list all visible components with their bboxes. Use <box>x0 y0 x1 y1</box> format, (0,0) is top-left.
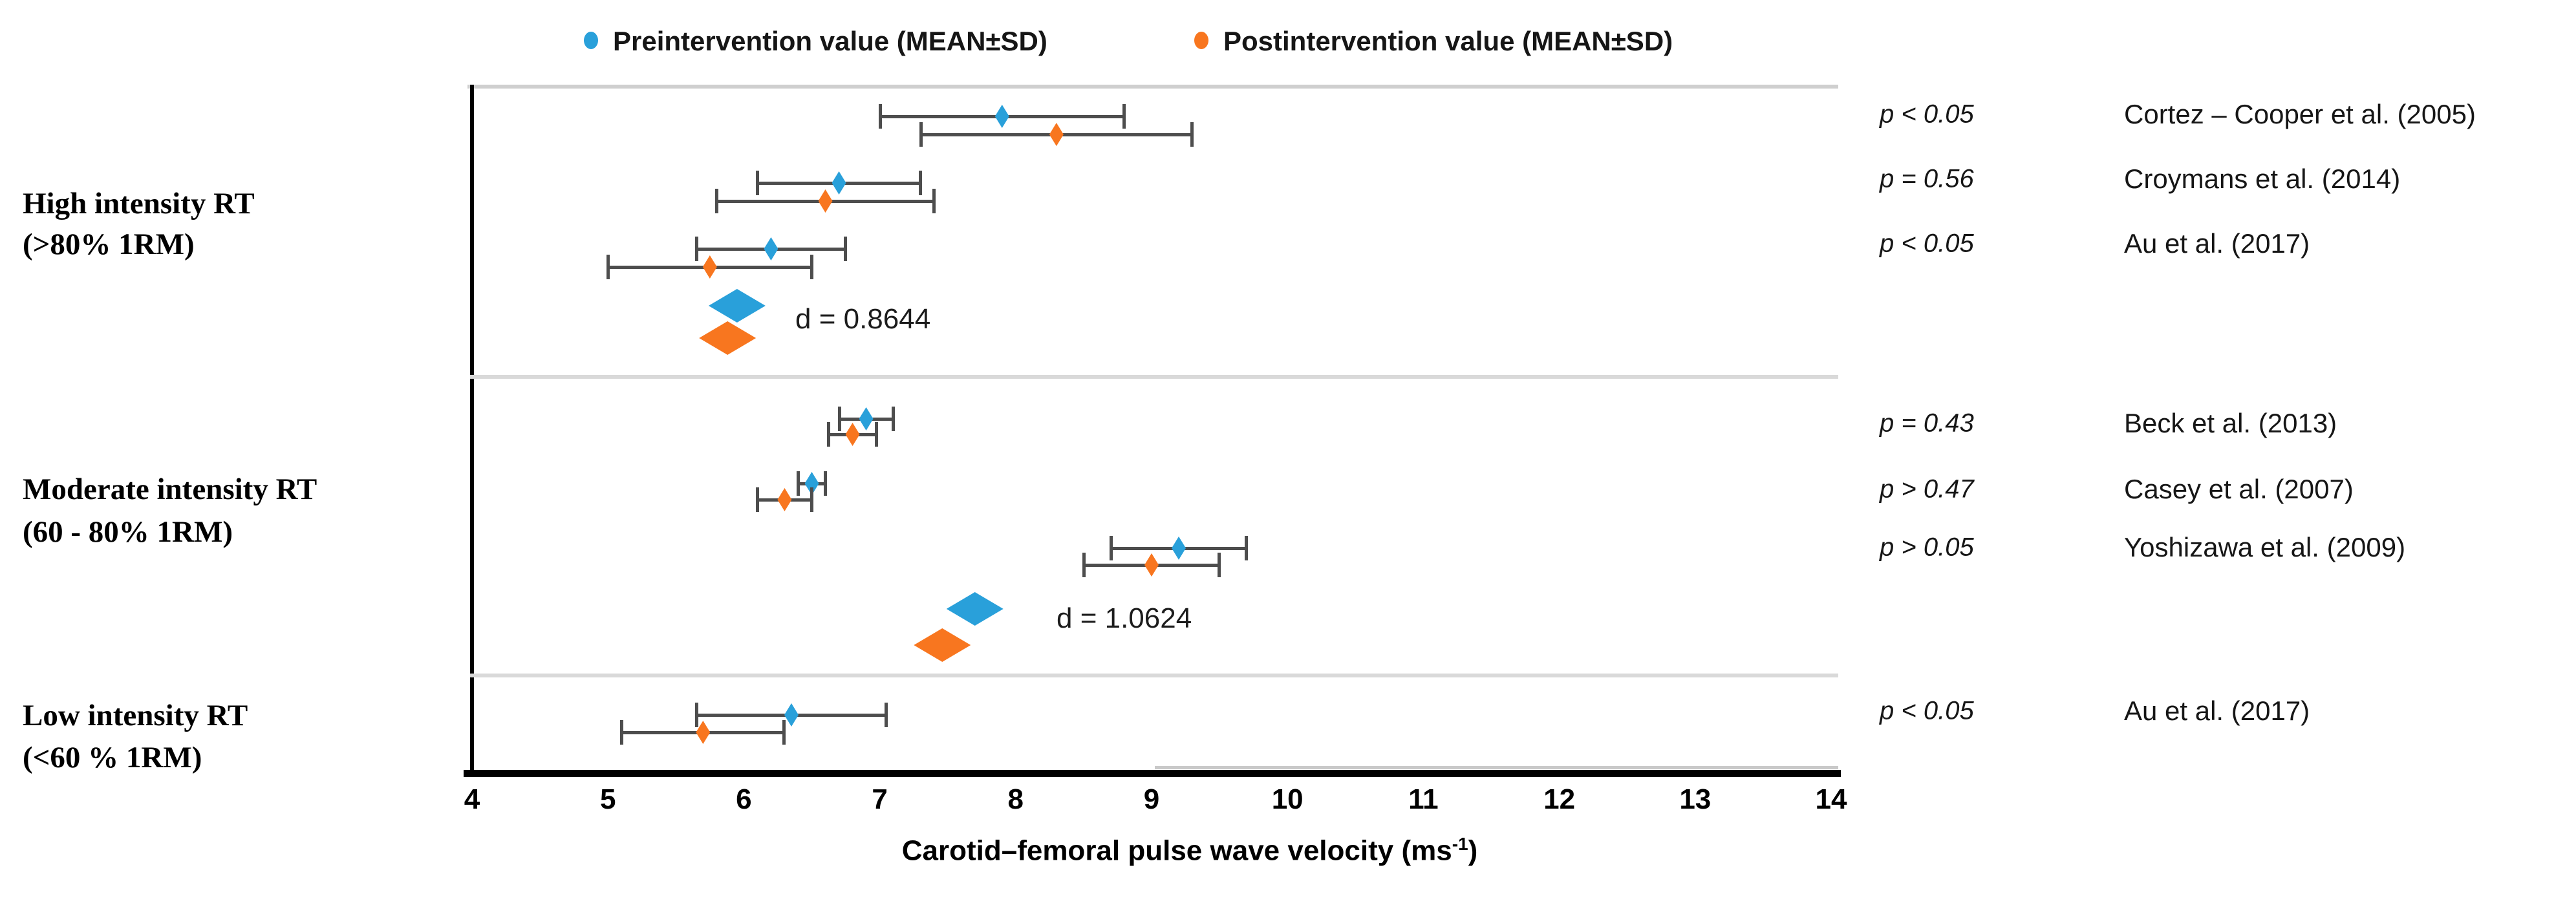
preintervention-legend-dot-icon <box>584 32 598 49</box>
postintervention-marker <box>818 189 833 213</box>
citation: Casey et al. (2007) <box>2124 474 2354 504</box>
preintervention-marker <box>859 407 874 430</box>
p-value: p > 0.47 <box>1880 474 1974 504</box>
citation: Au et al. (2017) <box>2124 696 2310 726</box>
effect-size-label: d = 1.0624 <box>1057 602 1192 634</box>
postintervention-marker <box>777 488 792 511</box>
x-tick-label: 5 <box>599 783 616 815</box>
x-axis-title-text: Carotid–femoral pulse wave velocity (ms <box>901 834 1452 867</box>
errorbar-cap-left <box>694 703 698 727</box>
section-divider-1 <box>470 375 1838 379</box>
errorbar-cap-right <box>891 407 895 431</box>
section-divider-2 <box>470 674 1838 677</box>
group-label-1-line-1: High intensity RT <box>23 187 255 220</box>
errorbar-cap-left <box>606 255 610 279</box>
errorbar-cap-left <box>797 471 800 496</box>
citation: Croymans et al. (2014) <box>2124 164 2401 194</box>
x-tick-label: 6 <box>736 783 752 815</box>
x-tick-label: 4 <box>464 783 480 815</box>
preintervention-marker <box>764 237 778 260</box>
errorbar-cap-left <box>756 171 760 195</box>
preintervention-marker <box>994 105 1009 128</box>
effect-diamond-pre <box>708 289 766 323</box>
p-value: p < 0.05 <box>1880 100 1974 129</box>
p-value: p > 0.05 <box>1880 533 1974 562</box>
group-label-3-line-2: (<60 % 1RM) <box>23 741 202 774</box>
errorbar-cap-left <box>837 407 841 431</box>
group-label-2-line-1: Moderate intensity RT <box>23 473 317 506</box>
errorbar-cap-left <box>1082 553 1086 577</box>
errorbar-cap-left <box>756 487 760 512</box>
postintervention-legend-label: Postintervention value (MEAN±SD) <box>1223 26 1673 56</box>
effect-diamond-post <box>699 321 757 355</box>
errorbar-cap-right <box>1218 553 1221 577</box>
x-tick-label: 8 <box>1007 783 1024 815</box>
postintervention-marker <box>1049 123 1064 146</box>
x-tick-label: 9 <box>1143 783 1160 815</box>
errorbar-cap-right <box>1190 122 1194 147</box>
x-tick-label: 14 <box>1815 783 1847 815</box>
x-tick-label: 13 <box>1679 783 1712 815</box>
citation: Cortez – Cooper et al. (2005) <box>2124 99 2476 129</box>
errorbar-cap-right <box>782 720 786 745</box>
preintervention-marker <box>1172 536 1186 560</box>
group-label-1-line-2: (>80% 1RM) <box>23 228 195 261</box>
effect-diamond-post <box>914 628 971 662</box>
postintervention-marker <box>1144 553 1159 577</box>
errorbar-cap-left <box>694 237 698 261</box>
preintervention-legend-label: Preintervention value (MEAN±SD) <box>613 26 1047 56</box>
errorbar-cap-left <box>1109 536 1113 560</box>
postintervention-marker <box>696 721 711 744</box>
errorbar-cap-right <box>810 255 813 279</box>
plot-top-border <box>467 85 1838 89</box>
errorbar-cap-right <box>875 422 879 447</box>
effect-diamond-pre <box>946 592 1004 626</box>
x-axis-title: Carotid–femoral pulse wave velocity (ms-… <box>472 834 1907 867</box>
preintervention-marker <box>832 171 846 195</box>
x-tick-label: 10 <box>1271 783 1304 815</box>
postintervention-marker <box>702 255 717 279</box>
p-value: p = 0.56 <box>1880 164 1974 193</box>
citation: Beck et al. (2013) <box>2124 408 2337 438</box>
citation: Yoshizawa et al. (2009) <box>2124 532 2406 562</box>
x-tick-label: 11 <box>1408 783 1439 815</box>
errorbar-cap-right <box>1122 104 1126 129</box>
errorbar-cap-right <box>932 189 936 213</box>
x-tick-label: 7 <box>872 783 888 815</box>
x-axis-title-superscript: -1 <box>1452 834 1468 854</box>
errorbar-cap-right <box>918 171 922 195</box>
effect-size-label: d = 0.8644 <box>795 303 931 335</box>
preintervention-marker <box>784 703 799 727</box>
errorbar-cap-right <box>885 703 888 727</box>
x-axis-title-close: ) <box>1468 834 1478 867</box>
errorbar-cap-right <box>823 471 827 496</box>
errorbar-cap-left <box>878 104 882 129</box>
errorbar-cap-left <box>620 720 624 745</box>
p-value: p < 0.05 <box>1880 696 1974 725</box>
y-axis-line <box>470 85 474 774</box>
group-label-3-line-1: Low intensity RT <box>23 699 248 732</box>
x-axis-line <box>464 770 1841 777</box>
errorbar-cap-left <box>826 422 830 447</box>
p-value: p < 0.05 <box>1880 229 1974 258</box>
errorbar-cap-right <box>844 237 848 261</box>
postintervention-marker <box>845 423 860 446</box>
citation: Au et al. (2017) <box>2124 228 2310 259</box>
preintervention-marker <box>804 472 819 495</box>
errorbar-cap-right <box>1245 536 1249 560</box>
errorbar-cap-left <box>919 122 923 147</box>
errorbar-cap-right <box>810 487 813 512</box>
p-value: p = 0.43 <box>1880 409 1974 438</box>
group-label-2-line-2: (60 - 80% 1RM) <box>23 515 233 549</box>
x-tick-label: 12 <box>1543 783 1576 815</box>
postintervention-legend-dot-icon <box>1194 32 1208 49</box>
x-axis-gray-overlay <box>1155 766 1838 769</box>
errorbar-cap-left <box>715 189 719 213</box>
